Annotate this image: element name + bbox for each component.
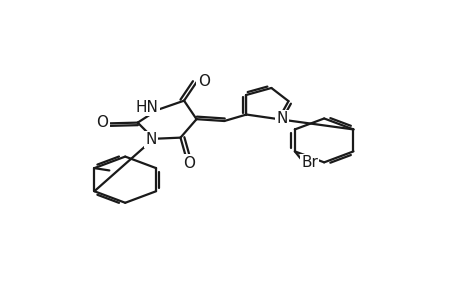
Text: N: N <box>145 132 156 147</box>
Text: HN: HN <box>135 100 158 115</box>
Text: Br: Br <box>301 155 318 170</box>
Text: O: O <box>96 115 108 130</box>
Text: N: N <box>276 111 287 126</box>
Text: O: O <box>197 74 209 88</box>
Text: O: O <box>182 155 194 170</box>
